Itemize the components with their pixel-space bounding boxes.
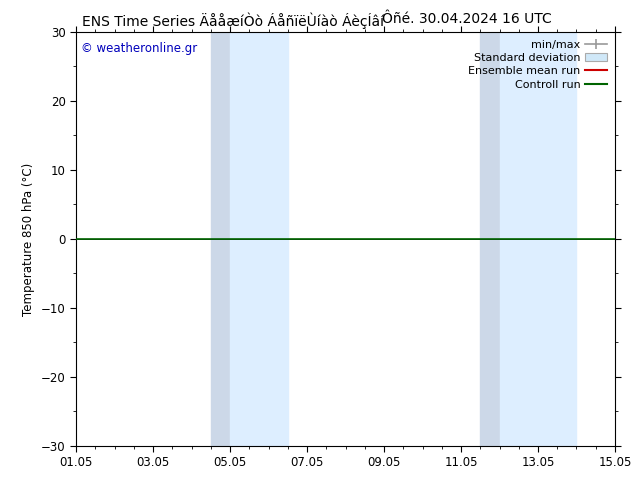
Bar bbox=[210, 32, 230, 446]
Text: ENS Time Series ÄååæíÒò ÁåñïëÙíàò ÁèçÍâí: ENS Time Series ÄååæíÒò ÁåñïëÙíàò ÁèçÍâí bbox=[82, 12, 384, 29]
Bar bbox=[480, 32, 500, 446]
Y-axis label: Temperature 850 hPa (°C): Temperature 850 hPa (°C) bbox=[22, 162, 36, 316]
Bar bbox=[500, 32, 576, 446]
Text: © weatheronline.gr: © weatheronline.gr bbox=[81, 42, 198, 55]
Legend: min/max, Standard deviation, Ensemble mean run, Controll run: min/max, Standard deviation, Ensemble me… bbox=[464, 35, 612, 94]
Bar bbox=[230, 32, 288, 446]
Text: Ôñé. 30.04.2024 16 UTC: Ôñé. 30.04.2024 16 UTC bbox=[382, 12, 552, 26]
